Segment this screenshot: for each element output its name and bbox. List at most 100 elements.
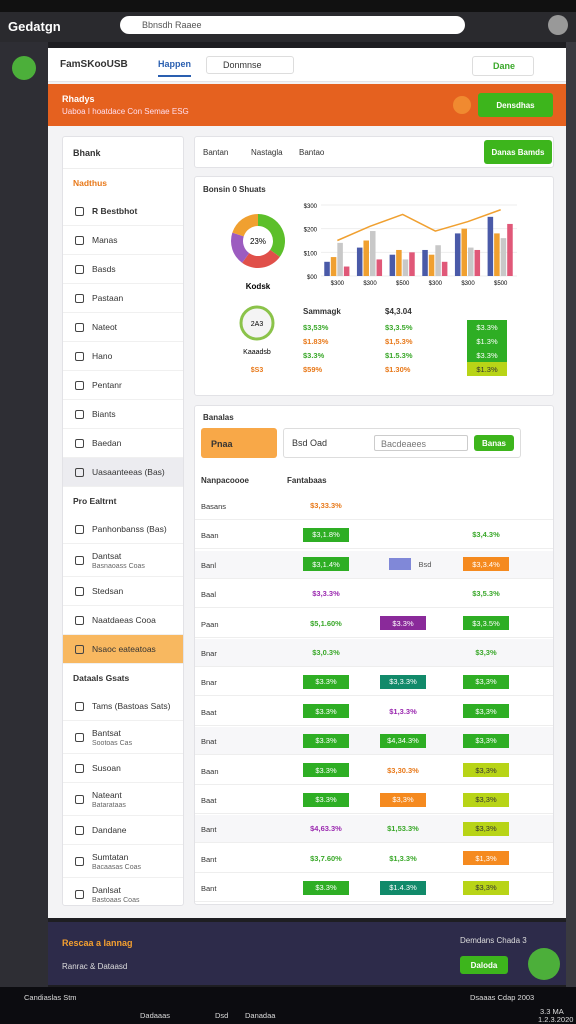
bar: [494, 233, 500, 276]
nav-text: R Bestbhot: [92, 206, 137, 216]
nav-text: Biants: [92, 409, 116, 419]
nav-item[interactable]: Uasaanteeas (Bas): [63, 458, 183, 487]
banner-subtitle: Uaboa I hoatdace Con Semae ESG: [62, 107, 189, 116]
stat-value: $3.3%: [303, 350, 325, 360]
nav-item[interactable]: Dandane: [63, 816, 183, 845]
cell: $3,3%: [463, 763, 509, 778]
nav-item[interactable]: Basds: [63, 255, 183, 284]
cell: $3,3%: [463, 880, 509, 895]
cell: $3,1.4%: [303, 557, 349, 572]
nav-item[interactable]: Dantsat Basnaoass Coas: [63, 544, 183, 577]
nav-text: Baedan: [92, 438, 121, 448]
nav-item[interactable]: Pastaan: [63, 284, 183, 313]
y-tick-label: $100: [304, 251, 318, 257]
x-tick-label: $300: [363, 281, 377, 287]
table-button[interactable]: Banas: [474, 435, 514, 451]
nav-item[interactable]: Hano: [63, 342, 183, 371]
nav-item[interactable]: Nateot: [63, 313, 183, 342]
icon: [75, 409, 84, 419]
task-item[interactable]: Danadaa: [245, 1011, 276, 1020]
footer: Rescaa a Iannag Ranrac & Dataasd Demdans…: [48, 922, 566, 985]
nav-item[interactable]: Stedsan: [63, 577, 183, 606]
cell: $3.3%: [303, 704, 349, 719]
task-item[interactable]: Candiaslas Stm: [24, 993, 77, 1002]
bar: [330, 257, 337, 276]
nav-item[interactable]: Sumtatan Bacaasas Coas: [63, 845, 183, 878]
overview-title: Bonsin 0 Shuats: [203, 185, 266, 194]
column-header: Nanpacoooe: [201, 476, 250, 485]
icon: [75, 732, 84, 742]
nav-item[interactable]: Susoan: [63, 754, 183, 783]
avatar[interactable]: [548, 15, 568, 35]
nav-item[interactable]: Nsaoc eateatoas: [63, 635, 183, 664]
toolbar-tab[interactable]: Bantan: [203, 148, 229, 157]
cell: Bsd: [380, 557, 440, 571]
nav-item[interactable]: Nateant Batarataas: [63, 783, 183, 816]
icon: [75, 889, 84, 899]
cell: $3.3%: [303, 733, 349, 748]
table-row: Bnar $3.3% $3,3.3% $3,3%: [195, 668, 553, 697]
taskbar: Dsaaas Cdap 2003 3.3 MA 1.2.3.2020 Candi…: [0, 987, 576, 1024]
nav-item[interactable]: Manas: [63, 226, 183, 255]
nav-item[interactable]: R Bestbhot: [63, 197, 183, 226]
nav-label: Dandane: [92, 825, 127, 835]
toolbar-tab[interactable]: Nastagla: [251, 148, 283, 157]
table-row: Banl $3,1.4% Bsd $3,3.4%: [195, 550, 553, 579]
gauge-center: 2A3: [251, 321, 264, 328]
nav-item[interactable]: Bantsat Sootoas Cas: [63, 721, 183, 754]
table-row: Baan $3,1.8% $3,4.3%: [195, 521, 553, 550]
nav-item[interactable]: Naatdaeas Cooa: [63, 606, 183, 635]
nav-label: Susoan: [92, 763, 121, 773]
nav-item[interactable]: Danlsat Bastoaas Coas: [63, 878, 183, 905]
nav-label: Uasaanteeas (Bas): [92, 467, 165, 477]
select[interactable]: Bacdeaees: [374, 435, 468, 451]
task-item[interactable]: Dadaaas: [140, 1011, 171, 1020]
app-icon[interactable]: [12, 56, 36, 80]
section-title: Pro Ealtrnt: [73, 496, 117, 506]
nav-item[interactable]: Panhonbanss (Bas): [63, 515, 183, 544]
nav-item[interactable]: Biants: [63, 400, 183, 429]
nav-item[interactable]: Baedan: [63, 429, 183, 458]
tab[interactable]: Happen: [158, 59, 192, 77]
fab[interactable]: [528, 948, 560, 980]
overview-chart: 23% Kodsk $00 $100 $200 $300 $300 $300 $500 $300 $…: [231, 204, 517, 374]
nav-item[interactable]: Pentanr: [63, 371, 183, 400]
bar: [389, 254, 396, 276]
line: [337, 209, 501, 242]
section-title: Dataals Gsats: [73, 673, 130, 683]
table-row: Bant $3.3% $1.4.3% $3,3%: [195, 874, 553, 903]
nav-text: Uasaanteeas (Bas): [92, 467, 165, 477]
date: 1.2.3.2020: [538, 1015, 574, 1024]
toolbar: Danas Bamds Bantan Nastagla Bantao: [194, 136, 554, 168]
nav-label: Dantsat: [92, 550, 122, 561]
sidebar-select[interactable]: Bhank: [63, 137, 183, 169]
table-row: Bnat $3.3% $4,34.3% $3,3%: [195, 727, 553, 756]
filter-chip[interactable]: Pnaa: [201, 428, 277, 458]
gauge-note: $S3: [251, 367, 264, 374]
nav-label: Danlsat: [92, 884, 121, 895]
donut-slice: [232, 214, 258, 237]
stat-value: $59%: [303, 364, 323, 374]
row-name: Baat: [201, 796, 217, 805]
nav-label: Sumtatan: [92, 851, 129, 862]
icon: [75, 264, 84, 274]
footer-title: Rescaa a Iannag: [62, 938, 133, 948]
cell: $3,0.3%: [312, 648, 340, 657]
stat-value: $3,3.5%: [385, 322, 413, 332]
toolbar-button[interactable]: Danas Bamds: [484, 140, 552, 164]
icon: [75, 555, 84, 565]
toolbar-tab[interactable]: Bantao: [299, 148, 325, 157]
banner-icon[interactable]: [453, 96, 471, 114]
nav-text: Hano: [92, 351, 112, 361]
donut-center: 23%: [250, 237, 266, 246]
footer-button[interactable]: Daloda: [460, 956, 508, 974]
nav-text: Bantsat Sootoas Cas: [92, 728, 132, 747]
address-bar[interactable]: Bbnsdh Raaee: [120, 16, 465, 34]
nav-item[interactable]: Tams (Bastoas Sats): [63, 692, 183, 721]
banner-button[interactable]: Densdhas: [478, 93, 553, 117]
task-item[interactable]: Dsd: [215, 1011, 229, 1020]
nav-text: Pentanr: [92, 380, 122, 390]
nav-label: Bantsat: [92, 727, 121, 738]
header-button[interactable]: Dane: [472, 56, 534, 76]
dropdown[interactable]: Donmnse: [206, 56, 294, 74]
